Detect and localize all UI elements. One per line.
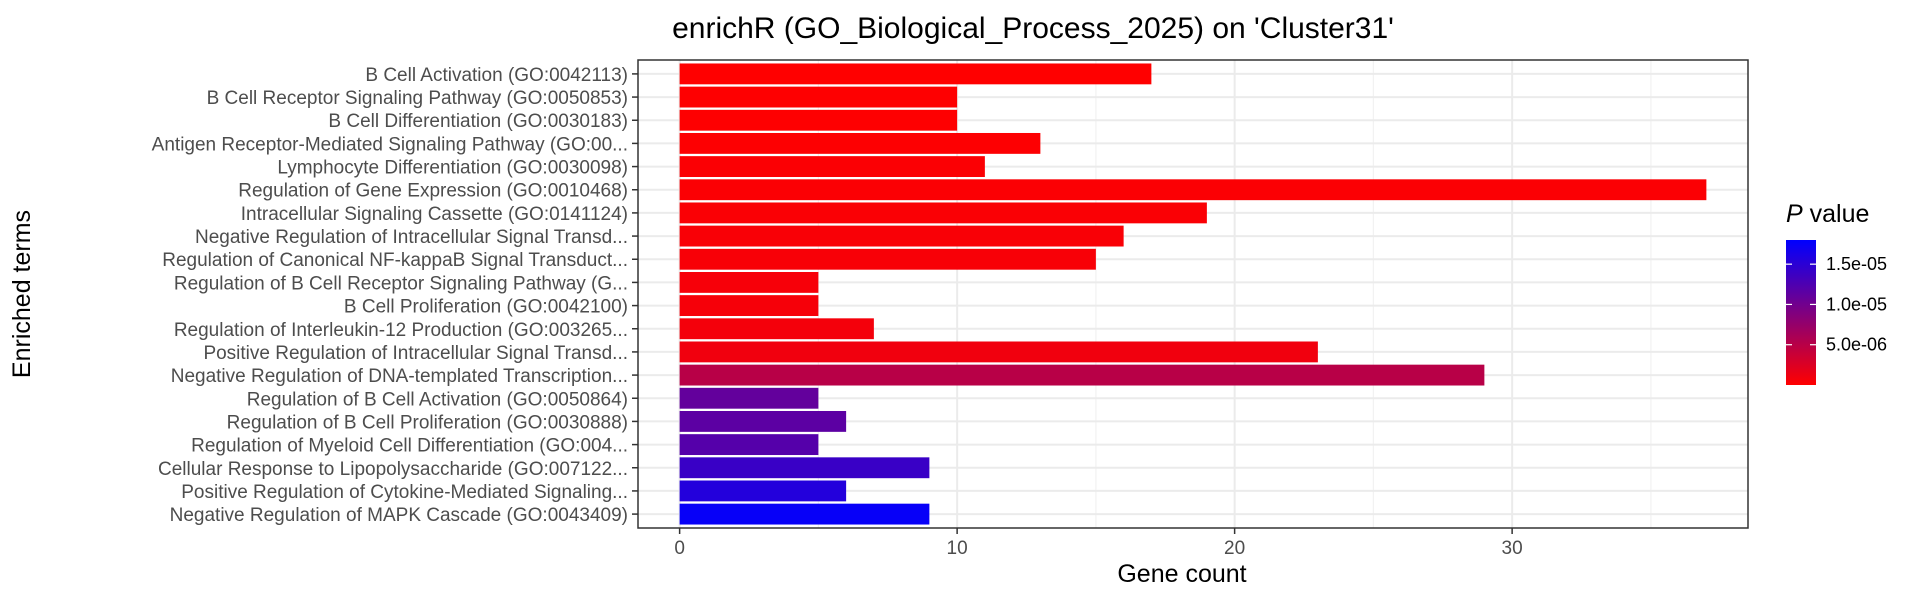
bar [679, 341, 1318, 363]
x-tick-label: 20 [1224, 538, 1245, 559]
bar [679, 295, 819, 317]
y-tick-label: Regulation of Gene Expression (GO:001046… [238, 181, 628, 202]
y-tick-label: Negative Regulation of MAPK Cascade (GO:… [170, 505, 628, 526]
x-axis-ticks: 0 10 20 30 [674, 528, 1523, 559]
x-tick-label: 10 [947, 538, 968, 559]
y-tick-label: Antigen Receptor-Mediated Signaling Path… [152, 134, 628, 155]
y-tick-label: Positive Regulation of Cytokine-Mediated… [181, 482, 628, 503]
x-axis-title: Gene count [1117, 560, 1246, 588]
y-tick-label: B Cell Activation (GO:0042113) [365, 65, 628, 86]
legend-colorbar [1786, 240, 1816, 385]
y-axis-title: Enriched terms [8, 210, 36, 378]
bar [679, 109, 958, 131]
x-tick-label: 30 [1502, 538, 1523, 559]
y-tick-label: B Cell Receptor Signaling Pathway (GO:00… [207, 88, 628, 109]
y-tick-label: Negative Regulation of Intracellular Sig… [195, 227, 628, 248]
bars [679, 63, 1707, 525]
bar [679, 457, 930, 479]
y-tick-label: Regulation of B Cell Activation (GO:0050… [247, 389, 628, 410]
y-tick-label: Negative Regulation of DNA-templated Tra… [171, 366, 628, 387]
bar [679, 318, 874, 340]
plot-border [637, 59, 1749, 529]
y-tick-label: B Cell Differentiation (GO:0030183) [328, 111, 628, 132]
bar [679, 225, 1124, 247]
legend-title-italic: P [1786, 200, 1803, 228]
y-tick-label: Cellular Response to Lipopolysaccharide … [158, 459, 628, 480]
legend-tick-label: 1.0e-05 [1826, 294, 1887, 314]
bar [679, 179, 1707, 201]
x-tick-label: 0 [674, 538, 685, 559]
y-tick-label: Intracellular Signaling Cassette (GO:014… [241, 204, 628, 225]
bar [679, 86, 958, 108]
y-tick-label: Regulation of Interleukin-12 Production … [174, 320, 628, 341]
bar [679, 434, 819, 456]
bar [679, 202, 1207, 224]
bar [679, 63, 1152, 85]
bar [679, 271, 819, 293]
legend-tick-label: 1.5e-05 [1826, 254, 1887, 274]
chart-title: enrichR (GO_Biological_Process_2025) on … [672, 12, 1394, 45]
y-tick-label: Regulation of Canonical NF-kappaB Signal… [162, 250, 628, 271]
bar [679, 248, 1096, 270]
y-tick-label: Positive Regulation of Intracellular Sig… [203, 343, 628, 364]
y-tick-label: Regulation of B Cell Proliferation (GO:0… [227, 412, 628, 433]
y-tick-label: Lymphocyte Differentiation (GO:0030098) [277, 158, 628, 179]
bar [679, 387, 819, 409]
bar [679, 480, 847, 502]
bar [679, 132, 1041, 154]
p-value-legend: P value 5.0e-06 1.0e-05 1.5e-05 [1786, 200, 1887, 385]
bar [679, 411, 847, 432]
legend-ticks: 5.0e-06 1.0e-05 1.5e-05 [1786, 254, 1887, 355]
legend-tick-label: 5.0e-06 [1826, 335, 1887, 355]
y-tick-label: Regulation of Myeloid Cell Differentiati… [191, 436, 628, 457]
bar [679, 503, 930, 525]
legend-title: P value [1786, 200, 1869, 228]
legend-title-rest: value [1803, 200, 1870, 228]
bar [679, 364, 1485, 386]
y-tick-label: Regulation of B Cell Receptor Signaling … [174, 273, 628, 294]
y-tick-labels: B Cell Activation (GO:0042113)B Cell Rec… [152, 65, 638, 526]
bar [679, 156, 985, 177]
y-tick-label: B Cell Proliferation (GO:0042100) [344, 297, 628, 318]
